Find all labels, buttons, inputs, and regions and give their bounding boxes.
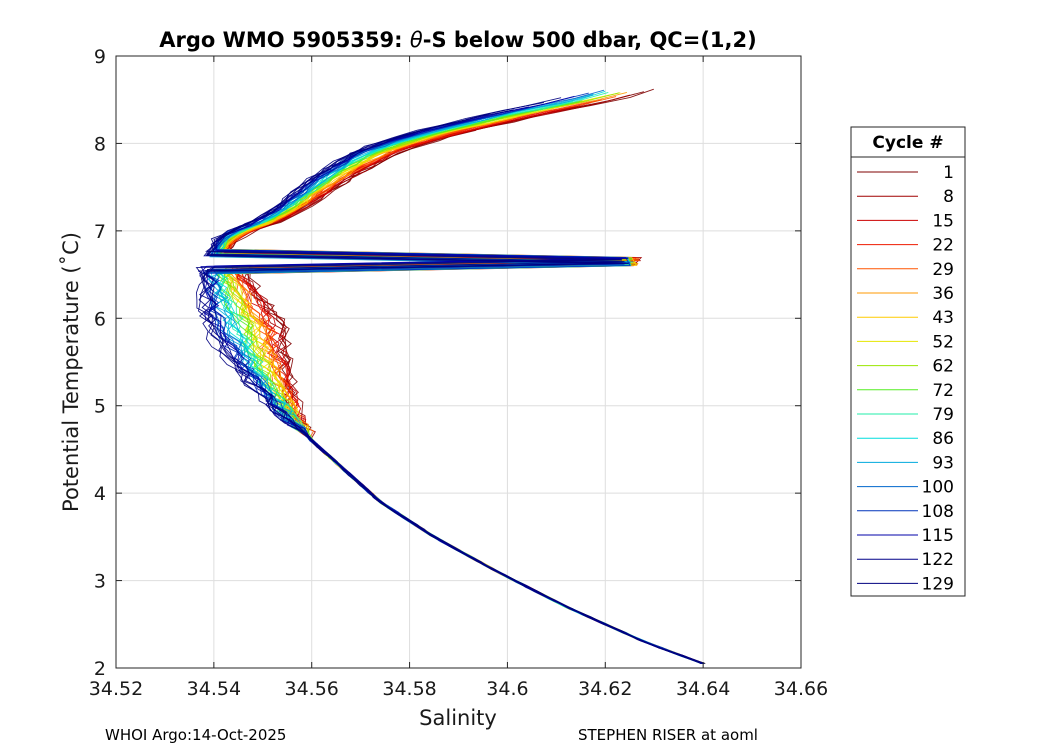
x-axis-label: Salinity — [419, 706, 497, 730]
y-tick-label: 6 — [94, 308, 106, 330]
legend-label-36: 36 — [932, 284, 954, 304]
grid — [116, 56, 801, 668]
legend-label-115: 115 — [922, 526, 954, 546]
x-tick-label: 34.62 — [578, 678, 632, 700]
legend-label-62: 62 — [932, 357, 954, 377]
x-tick-label: 34.64 — [676, 678, 730, 700]
axis-ticks: 34.52 34.54 34.56 34.58 34.6 34.62 34.64 34.66 2… — [89, 46, 828, 700]
y-tick-label: 4 — [94, 483, 106, 505]
x-tick-label: 34.66 — [774, 678, 828, 700]
x-tick-label: 34.6 — [486, 678, 528, 700]
legend-label-8: 8 — [943, 187, 954, 207]
legend-label-43: 43 — [932, 308, 954, 328]
legend-label-129: 129 — [922, 574, 954, 594]
y-tick-label: 3 — [94, 571, 106, 593]
y-tick-label: 5 — [94, 396, 106, 418]
legend-label-86: 86 — [932, 429, 954, 449]
y-tick-label: 7 — [94, 221, 106, 243]
legend-label-1: 1 — [943, 163, 954, 183]
legend-title: Cycle # — [872, 133, 943, 153]
legend-label-29: 29 — [932, 260, 954, 280]
profiles — [195, 88, 706, 665]
legend-label-122: 122 — [922, 550, 954, 570]
chart-title: Argo WMO 5905359: θ-S below 500 dbar, QC… — [159, 28, 756, 52]
footer-right: STEPHEN RISER at aoml — [578, 726, 758, 744]
legend-label-108: 108 — [922, 502, 954, 522]
legend-label-52: 52 — [932, 332, 954, 352]
footer-left: WHOI Argo:14-Oct-2025 — [105, 726, 286, 744]
legend-label-93: 93 — [932, 453, 954, 473]
x-tick-label: 34.56 — [285, 678, 339, 700]
legend-label-100: 100 — [922, 478, 954, 498]
x-tick-label: 34.58 — [382, 678, 436, 700]
y-tick-label: 9 — [94, 46, 106, 68]
y-tick-label: 2 — [94, 658, 106, 680]
legend-label-79: 79 — [932, 405, 954, 425]
legend-box — [850, 126, 966, 597]
legend-label-15: 15 — [932, 211, 954, 231]
legend-label-22: 22 — [932, 236, 954, 256]
plot-frame — [115, 55, 802, 669]
y-tick-label: 8 — [94, 133, 106, 155]
x-tick-label: 34.52 — [89, 678, 143, 700]
plot-area — [116, 56, 801, 668]
legend-label-72: 72 — [932, 381, 954, 401]
x-tick-label: 34.54 — [187, 678, 241, 700]
y-axis-label: Potential Temperature (˚C) — [59, 232, 83, 512]
legend: Cycle # 1 8 15 22 29 36 43 52 62 72 79 86 93 100 108 11… — [850, 126, 966, 597]
profile-line-cycle-129 — [196, 122, 705, 665]
